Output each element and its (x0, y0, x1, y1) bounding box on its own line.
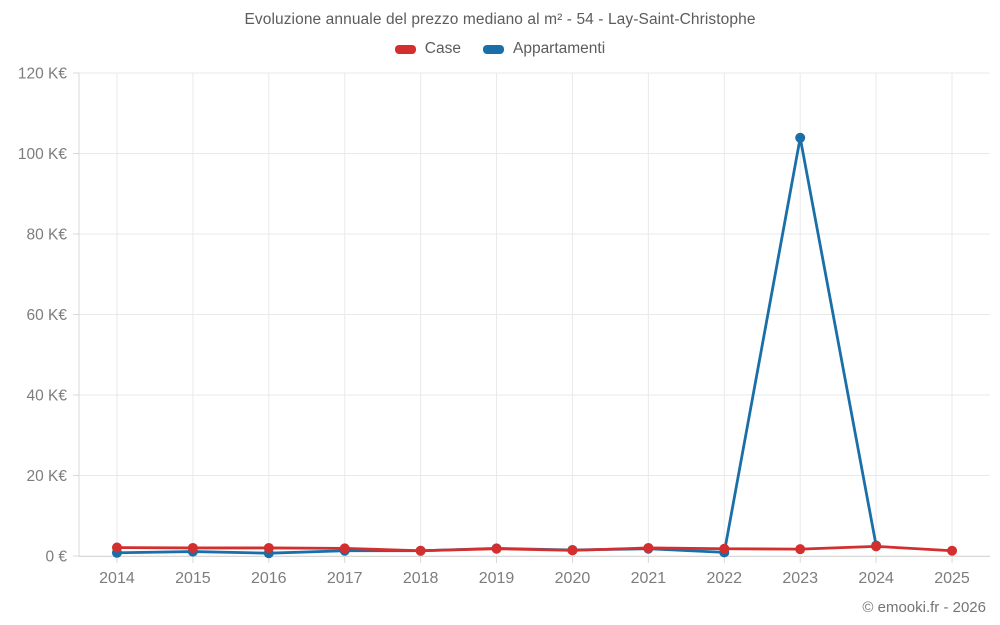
svg-text:2015: 2015 (175, 570, 211, 587)
data-point-case-2015 (187, 542, 198, 553)
svg-text:2016: 2016 (251, 570, 287, 587)
data-point-case-2014 (111, 542, 122, 553)
data-point-case-2025 (947, 545, 958, 556)
data-point-case-2021 (643, 542, 654, 553)
data-point-case-2024 (871, 541, 882, 552)
data-point-case-2022 (719, 543, 730, 554)
data-point-case-2016 (263, 542, 274, 553)
data-point-case-2019 (491, 543, 502, 554)
svg-text:60 K€: 60 K€ (26, 307, 67, 324)
legend-label-appartamenti: Appartamenti (512, 40, 606, 57)
svg-text:2014: 2014 (99, 570, 135, 587)
gridlines: 0 € 20 K€ 40 K€ 60 K€ 80 K€ 100 K€ 120 K€ 2014 2… (18, 66, 990, 587)
svg-text:20 K€: 20 K€ (26, 468, 67, 485)
copyright-text: © emooki.fr - 2026 (862, 599, 986, 616)
svg-text:2021: 2021 (631, 570, 667, 587)
svg-text:120 K€: 120 K€ (18, 66, 68, 83)
svg-text:40 K€: 40 K€ (26, 388, 67, 405)
legend-item-appartamenti[interactable]: Appartamenti (482, 40, 606, 58)
legend-label-case: Case (424, 40, 461, 57)
data-point-case-2020 (567, 545, 578, 556)
svg-text:0 €: 0 € (45, 549, 67, 566)
legend-swatch-case-icon (394, 44, 416, 54)
svg-text:2019: 2019 (479, 570, 515, 587)
svg-text:80 K€: 80 K€ (26, 227, 67, 244)
data-point-case-2017 (339, 543, 350, 554)
data-point-appartamenti-2023 (795, 132, 806, 143)
svg-text:2024: 2024 (858, 570, 894, 587)
svg-text:2017: 2017 (327, 570, 363, 587)
data-point-case-2023 (795, 544, 806, 555)
chart-legend: Case Appartamenti (0, 40, 1000, 58)
legend-item-case[interactable]: Case (394, 40, 461, 58)
data-point-case-2018 (415, 545, 426, 556)
chart-title: Evoluzione annuale del prezzo mediano al… (244, 11, 756, 28)
legend-swatch-appartamenti-icon (482, 44, 504, 54)
svg-text:2022: 2022 (706, 570, 742, 587)
series-case (111, 541, 958, 556)
svg-text:2023: 2023 (782, 570, 818, 587)
svg-text:100 K€: 100 K€ (18, 146, 68, 163)
svg-text:2018: 2018 (403, 570, 439, 587)
svg-text:2025: 2025 (934, 570, 970, 587)
svg-text:2020: 2020 (555, 570, 591, 587)
